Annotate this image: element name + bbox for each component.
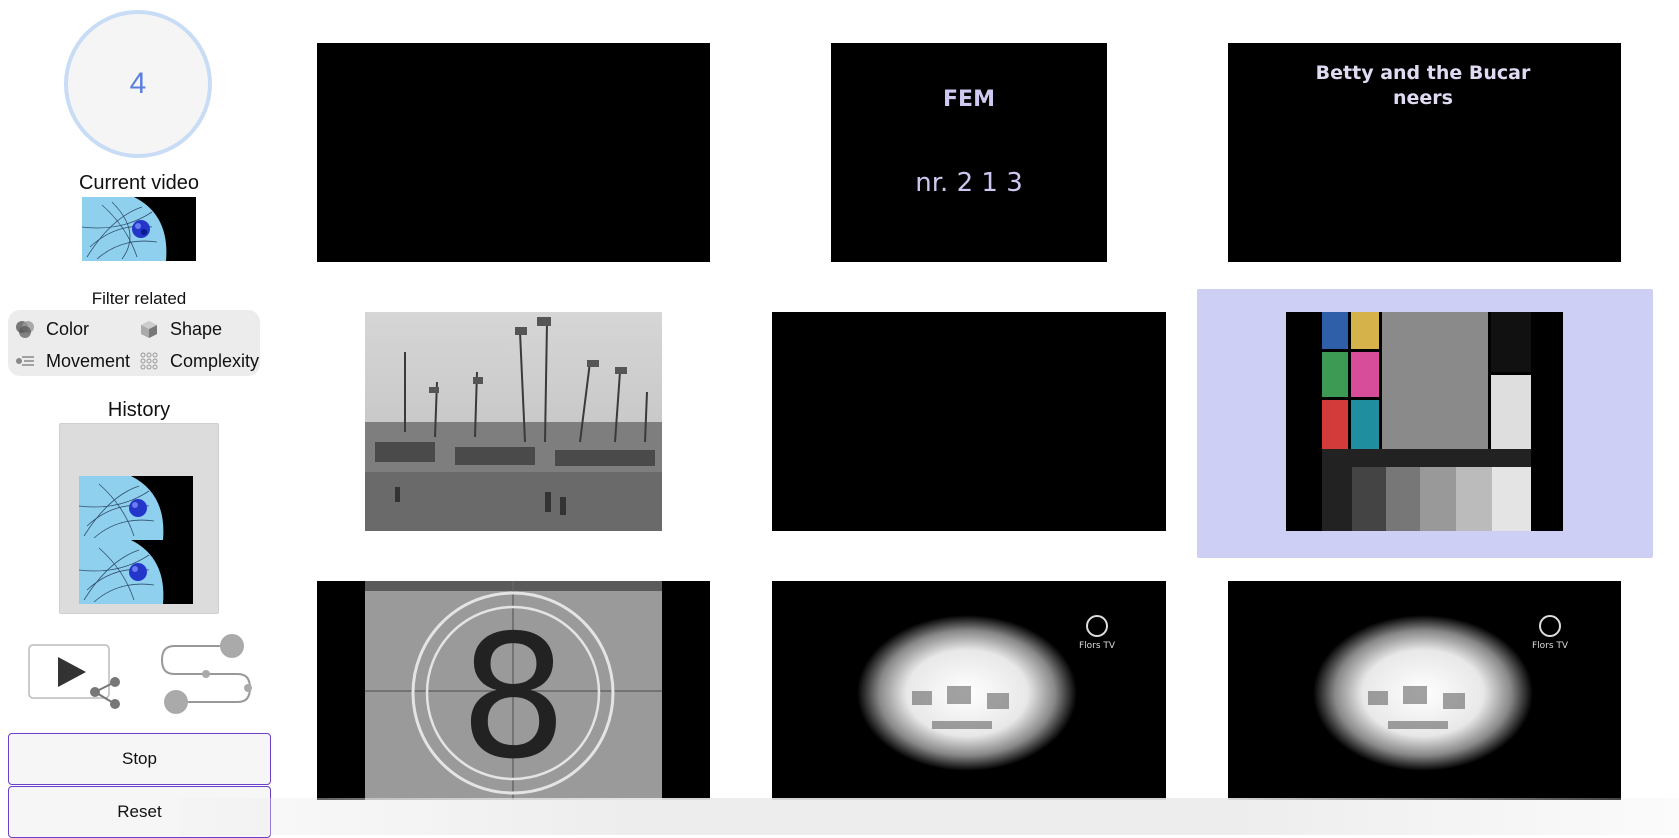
filter-movement[interactable]: Movement	[14, 350, 130, 372]
filter-panel: Color Shape Movement Complexity	[8, 310, 260, 376]
color-icon	[14, 318, 36, 340]
video3-title: Betty and the Bucar neers	[1315, 62, 1531, 109]
video-tile-2[interactable]: FEM nr. 2 1 3	[831, 43, 1107, 262]
sidebar: 4 Current video Filter related Color	[0, 0, 280, 838]
shape-icon	[138, 318, 160, 340]
play-share-icon	[28, 644, 120, 709]
current-video-thumbnail[interactable]	[82, 197, 196, 261]
tv-logo-text: Flors TV	[1531, 641, 1569, 651]
video-tile-3[interactable]: Betty and the Bucar neers	[1228, 43, 1621, 262]
video-tile-9[interactable]: Flors TV	[1228, 581, 1621, 800]
video2-logo: FEM	[943, 87, 995, 112]
path-button[interactable]	[160, 632, 256, 714]
filter-shape[interactable]: Shape	[138, 318, 222, 340]
filter-complexity-label: Complexity	[170, 350, 260, 371]
stop-button[interactable]: Stop	[8, 733, 271, 785]
filter-shape-label: Shape	[170, 318, 223, 339]
history-label: History	[107, 399, 171, 421]
video-tile-4[interactable]	[365, 312, 662, 531]
video-tile-1[interactable]	[317, 43, 710, 262]
color-test-pattern	[1286, 312, 1563, 531]
tv-intro-glow	[1313, 615, 1561, 771]
harbor-scene	[365, 312, 662, 531]
video-counter: 4	[64, 10, 212, 158]
tv-logo-text: Flors TV	[1078, 641, 1116, 651]
bottom-scroll-shadow	[180, 798, 1679, 835]
history-panel	[59, 423, 219, 614]
history-item[interactable]	[79, 540, 193, 604]
complexity-icon	[138, 350, 160, 372]
video2-number: nr. 2 1 3	[915, 168, 1023, 198]
movement-icon	[14, 350, 36, 372]
current-video-label: Current video	[78, 172, 200, 194]
filter-complexity[interactable]: Complexity	[138, 350, 259, 372]
video-tile-7[interactable]: 8	[317, 581, 710, 800]
history-item[interactable]	[79, 476, 193, 540]
film-countdown	[365, 581, 662, 800]
filter-color[interactable]: Color	[14, 318, 89, 340]
path-icon	[160, 634, 252, 714]
video-tile-8[interactable]: Flors TV	[772, 581, 1166, 800]
counter-value: 4	[129, 67, 147, 100]
play-share-button[interactable]	[28, 644, 124, 710]
filter-label: Filter related	[91, 289, 187, 308]
filter-movement-label: Movement	[46, 350, 131, 371]
countdown-numeral: 8	[459, 599, 568, 797]
tv-intro-glow	[857, 615, 1108, 771]
filter-color-label: Color	[46, 318, 90, 339]
video-tile-6[interactable]	[1286, 312, 1563, 531]
video-tile-5[interactable]	[772, 312, 1166, 531]
